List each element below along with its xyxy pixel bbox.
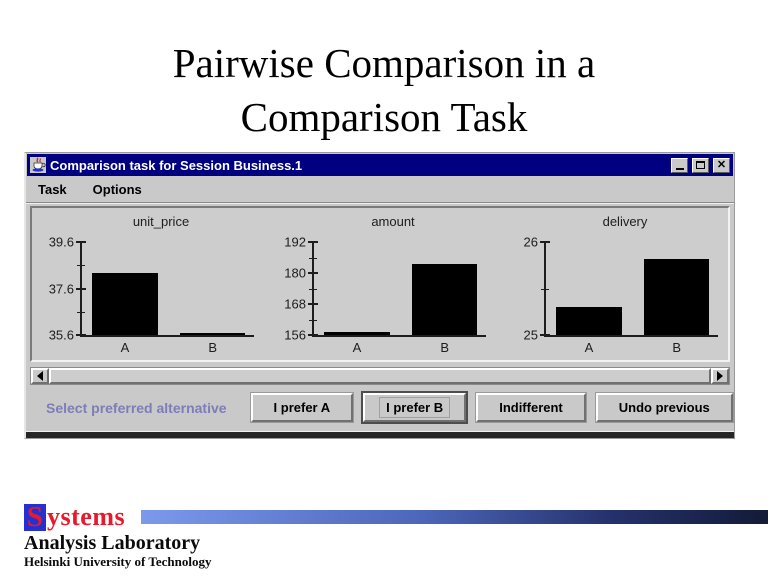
window-bottom-edge — [26, 432, 734, 438]
chart-plot: 25 26 A B — [524, 235, 718, 355]
footer-logo: S ystems Analysis Laboratory Helsinki Un… — [24, 502, 768, 570]
undo-previous-button-label: Undo previous — [618, 400, 710, 415]
indifferent-button-label: Indifferent — [499, 400, 563, 415]
bar-a — [324, 332, 390, 335]
y-axis-major-tick — [76, 287, 86, 290]
x-axis-label-b: B — [672, 340, 682, 355]
bar-a — [92, 273, 158, 335]
systems-logo-text: ystems — [47, 502, 126, 531]
minimize-icon — [675, 168, 684, 170]
y-axis-major-tick — [308, 271, 318, 274]
scroll-right-button[interactable] — [711, 368, 729, 384]
window-title: Comparison task for Session Business.1 — [50, 157, 303, 173]
x-axis-label-b: B — [208, 340, 218, 355]
gradient-bar — [141, 510, 768, 524]
arrow-left-icon — [37, 371, 43, 381]
prefer-a-button-label: I prefer A — [273, 400, 331, 415]
prompt-label: Select preferred alternative — [46, 399, 227, 416]
prefer-b-button[interactable]: I prefer B — [363, 393, 467, 422]
y-axis-minor-tick — [77, 265, 85, 267]
y-axis-major-tick — [76, 334, 86, 336]
chart-title: delivery — [602, 214, 648, 229]
x-axis-label-a: A — [352, 340, 362, 355]
x-axis-label-a: A — [584, 340, 594, 355]
menu-item-options[interactable]: Options — [92, 182, 142, 197]
bar-a — [556, 306, 622, 335]
prefer-b-button-label: I prefer B — [379, 397, 451, 418]
systems-logo-square: S — [24, 502, 46, 531]
y-axis-major-tick — [540, 334, 550, 336]
horizontal-scrollbar[interactable] — [30, 367, 730, 385]
undo-previous-button[interactable]: Undo previous — [595, 393, 733, 422]
y-axis-tick-label: 26 — [523, 234, 538, 250]
scrollbar-thumb[interactable] — [49, 368, 711, 384]
y-axis-major-tick — [308, 334, 318, 336]
scroll-left-button[interactable] — [31, 368, 49, 384]
maximize-button[interactable] — [692, 157, 709, 173]
x-axis-label-a: A — [120, 340, 130, 355]
chart-plot: 156 168 180 192 A B — [284, 235, 486, 355]
y-axis-tick-label: 192 — [284, 234, 306, 250]
comparison-task-window: Comparison task for Session Business.1 ✕… — [24, 152, 735, 439]
y-axis-minor-tick — [541, 288, 549, 290]
y-axis-minor-tick — [77, 311, 85, 313]
bar-chart-unit-price: unit_price 35.6 37.6 39.6 A B — [32, 214, 264, 360]
control-row: Select preferred alternative I prefer A … — [26, 385, 734, 430]
chart-title: amount — [371, 214, 415, 229]
chart-panel: unit_price 35.6 37.6 39.6 A B amount 156 168 1… — [30, 206, 730, 362]
page-title-line1: Pairwise Comparison in a — [172, 40, 596, 86]
footer-lab-name: Analysis Laboratory — [24, 532, 201, 554]
menu-bar: Task Options — [26, 177, 734, 203]
y-axis-tick-label: 168 — [284, 296, 306, 312]
indifferent-button[interactable]: Indifferent — [476, 393, 586, 422]
logo-row: S ystems — [24, 502, 768, 531]
y-axis-tick-label: 35.6 — [48, 327, 74, 343]
close-icon: ✕ — [716, 158, 727, 171]
x-axis-label-b: B — [440, 340, 450, 355]
window-titlebar[interactable]: Comparison task for Session Business.1 ✕ — [27, 154, 733, 176]
y-axis-minor-tick — [309, 319, 317, 321]
y-axis-tick-label: 25 — [523, 327, 538, 343]
page-title-line2: Comparison Task — [240, 94, 528, 141]
y-axis-tick-label: 39.6 — [48, 234, 74, 250]
chart-title: unit_price — [132, 214, 190, 229]
y-axis-major-tick — [540, 241, 550, 243]
y-axis-major-tick — [76, 241, 86, 243]
close-button[interactable]: ✕ — [713, 157, 730, 173]
java-coffee-cup-icon — [30, 157, 46, 173]
bar-chart-delivery: delivery 25 26 A B — [496, 214, 728, 360]
page-title: Pairwise Comparison in a Comparison Task — [0, 36, 768, 144]
y-axis-minor-tick — [309, 288, 317, 290]
maximize-icon — [696, 161, 705, 169]
menu-item-task[interactable]: Task — [38, 182, 67, 197]
footer-university: Helsinki University of Technology — [24, 554, 212, 569]
chart-plot: 35.6 37.6 39.6 A B — [49, 235, 254, 355]
y-axis-major-tick — [308, 241, 318, 243]
y-axis-tick-label: 37.6 — [48, 281, 74, 296]
arrow-right-icon — [717, 371, 723, 381]
y-axis-tick-label: 156 — [284, 327, 306, 343]
prefer-a-button[interactable]: I prefer A — [250, 393, 354, 422]
y-axis-major-tick — [308, 302, 318, 305]
y-axis-minor-tick — [309, 257, 317, 259]
bar-b — [644, 259, 710, 335]
minimize-button[interactable] — [671, 157, 688, 173]
bar-chart-amount: amount 156 168 180 192 A B — [264, 214, 496, 360]
bar-b — [180, 332, 246, 335]
bar-b — [412, 263, 478, 335]
y-axis-tick-label: 180 — [284, 265, 306, 281]
